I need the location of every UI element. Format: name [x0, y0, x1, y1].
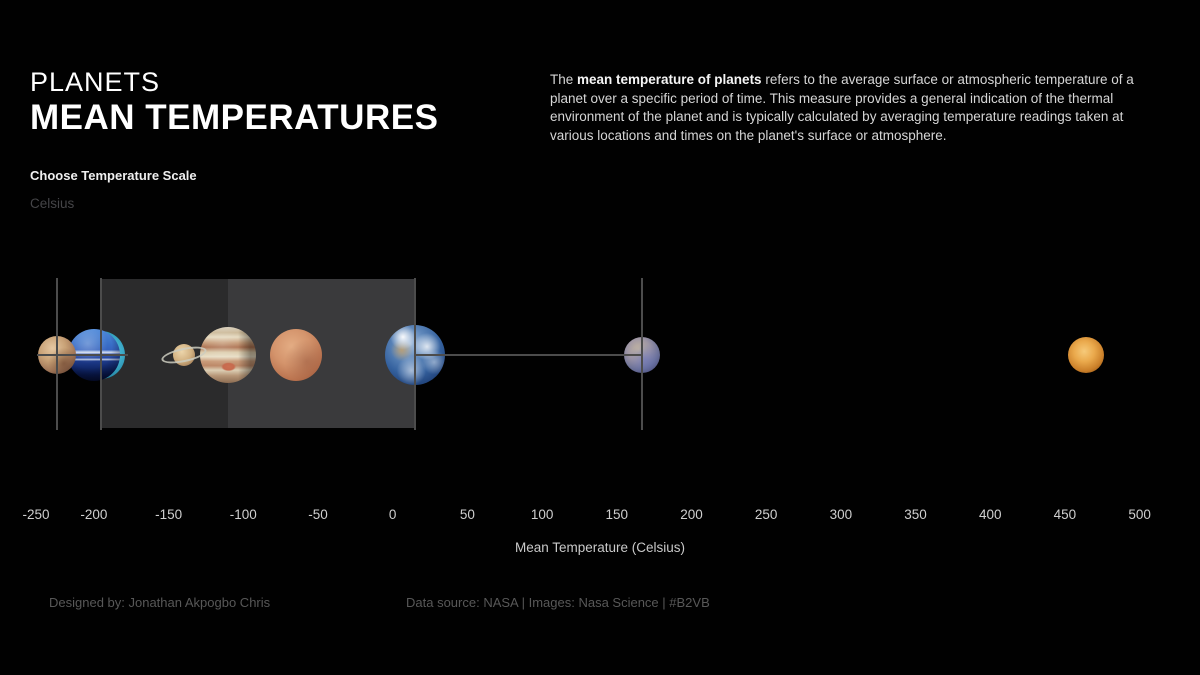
x-axis-tick: -250: [22, 507, 50, 522]
planet-jupiter[interactable]: [200, 327, 257, 383]
drop-line-mercury: [641, 278, 644, 430]
header: PLANETS MEAN TEMPERATURES: [30, 66, 438, 138]
x-axis-tick: -50: [308, 507, 328, 522]
temperature-scale-label: Choose Temperature Scale: [30, 168, 197, 183]
x-axis-tick: 250: [754, 507, 778, 522]
planet-mars[interactable]: [269, 329, 322, 381]
designer-credit: Designed by: Jonathan Akpogbo Chris: [49, 595, 271, 610]
x-axis-tick: 200: [680, 507, 703, 522]
x-axis-tick: 500: [1128, 507, 1151, 522]
description-prefix: The: [550, 72, 578, 87]
x-axis-tick: 350: [904, 507, 927, 522]
temperature-scale-select[interactable]: Celsius: [30, 196, 75, 211]
page-title-kicker: PLANETS: [30, 67, 161, 97]
data-source: Data source: NASA | Images: Nasa Science…: [406, 595, 710, 610]
connector-line: [37, 354, 129, 356]
x-axis-tick: -150: [155, 507, 183, 522]
page-title: MEAN TEMPERATURES: [30, 98, 439, 137]
x-axis-tick: -100: [229, 507, 257, 522]
x-axis-tick: 400: [978, 507, 1002, 522]
x-axis-tick: 50: [459, 507, 475, 522]
description-bold: mean temperature of planets: [577, 72, 762, 87]
x-axis-tick: 450: [1053, 507, 1077, 522]
description-text: The mean temperature of planets refers t…: [550, 71, 1168, 145]
x-axis-tick: 150: [605, 507, 629, 522]
highlight-band: [228, 279, 416, 428]
x-axis-title: Mean Temperature (Celsius): [514, 540, 686, 555]
temperature-scale-control: Choose Temperature Scale Celsius: [30, 168, 197, 211]
connector-line: [415, 354, 643, 356]
x-axis-tick: 0: [388, 507, 397, 522]
description-rest: refers to the average surface or atmosph…: [550, 72, 1134, 143]
x-axis-tick: 300: [829, 507, 853, 522]
x-axis-tick: -200: [80, 507, 108, 522]
x-axis-tick: 100: [530, 507, 554, 522]
planet-venus[interactable]: [1067, 337, 1104, 373]
planet-saturn[interactable]: [172, 344, 195, 366]
